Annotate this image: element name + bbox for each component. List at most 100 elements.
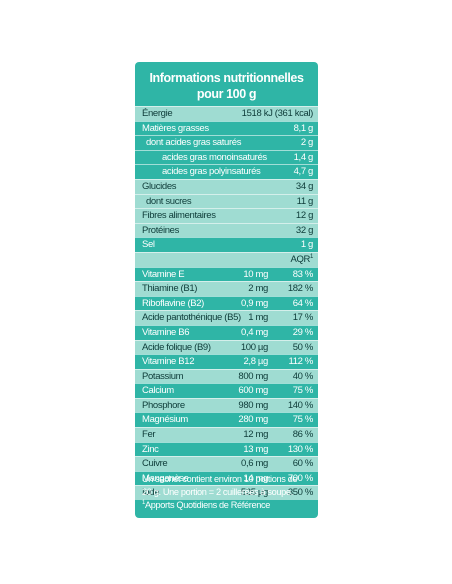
- nutrient-aqr-percent: 17 %: [292, 312, 314, 324]
- nutrient-label: Acide pantothénique (B5): [142, 312, 241, 324]
- nutrient-aqr-percent: 700 %: [287, 472, 314, 484]
- nutrient-aqr-percent: 83 %: [292, 268, 314, 280]
- nutrient-quantity: 2,8 µg: [243, 356, 268, 368]
- nutrient-value: 12 g: [295, 210, 313, 222]
- nutrient-label: dont sucres: [146, 195, 192, 207]
- footnote-marker: 1: [142, 500, 145, 506]
- micro-row: Fer 12 mg 86 %: [135, 427, 318, 442]
- micro-row: Thiamine (B1) 2 mg 182 %: [135, 281, 318, 296]
- nutrient-value: 1518 kJ (361 kcal): [241, 108, 314, 119]
- nutrient-quantity: 600 mg: [238, 385, 268, 397]
- nutrient-label: Glucides: [142, 180, 177, 192]
- nutrition-title: Informations nutritionnelles pour 100 g: [135, 70, 318, 102]
- micro-row: Acide folique (B9) 100 µg 50 %: [135, 339, 318, 355]
- aqr-footnote-marker: 1: [310, 253, 313, 260]
- micro-row: Iode 525 µg 350 %: [135, 485, 318, 501]
- nutrient-label: Magnésium: [142, 414, 188, 426]
- nutrient-label: Énergie: [142, 108, 173, 119]
- nutrient-quantity: 1 mg: [248, 312, 268, 324]
- footer-footnote: 1Apports Quotidiens de Référence: [142, 499, 318, 512]
- micro-row: Zinc 13 mg 130 %: [135, 441, 318, 457]
- footer-line-2: 20 g. Une portion = 2 cuillerées à soupe…: [142, 487, 293, 497]
- nutrient-quantity: 980 mg: [238, 399, 268, 411]
- nutrition-footer: Un sachet contient environ 10 portions d…: [142, 473, 318, 512]
- nutrient-label: Thiamine (B1): [142, 283, 198, 295]
- nutrient-label: Calcium: [142, 385, 174, 397]
- nutrient-aqr-percent: 350 %: [287, 487, 314, 499]
- title-line-1: Informations nutritionnelles: [149, 71, 304, 85]
- macro-row: Sel 1 g: [135, 237, 318, 252]
- nutrient-label: acides gras monoinsaturés: [162, 151, 267, 163]
- nutrient-aqr-percent: 140 %: [287, 399, 314, 411]
- nutrient-aqr-percent: 40 %: [292, 370, 314, 382]
- nutrient-label: Zinc: [142, 443, 159, 455]
- nutrient-value: 1 g: [300, 239, 314, 251]
- nutrition-table: Énergie 1518 kJ (361 kcal) Matières grasse…: [135, 106, 318, 501]
- macro-row: Énergie 1518 kJ (361 kcal): [135, 106, 318, 121]
- nutrition-label: Informations nutritionnelles pour 100 g …: [135, 62, 318, 518]
- aqr-header-row: AQR1: [135, 251, 318, 267]
- micro-row: Acide pantothénique (B5) 1 mg 17 %: [135, 310, 318, 325]
- nutrient-value: 1,4 g: [293, 151, 314, 163]
- micro-row: Riboflavine (B2) 0,9 mg 64 %: [135, 295, 318, 311]
- micro-row: Vitamine B6 0,4 mg 29 %: [135, 324, 318, 340]
- nutrient-quantity: 100 µg: [240, 341, 269, 353]
- macro-row: Fibres alimentaires 12 g: [135, 208, 318, 223]
- nutrient-label: Riboflavine (B2): [142, 297, 204, 309]
- nutrient-quantity: 10 mg: [243, 268, 268, 280]
- macro-row: acides gras polyinsaturés 4,7 g: [135, 164, 318, 179]
- nutrient-aqr-percent: 182 %: [287, 283, 314, 295]
- nutrient-quantity: 2 mg: [248, 283, 268, 295]
- nutrient-label: Matières grasses: [142, 122, 209, 134]
- micro-row: Manganèse 14 mg 700 %: [135, 470, 318, 486]
- nutrient-label: Vitamine B6: [142, 326, 190, 338]
- macro-row: dont acides gras saturés 2 g: [135, 135, 318, 150]
- nutrient-label: Fer: [142, 429, 156, 441]
- nutrient-quantity: 0,9 mg: [241, 297, 268, 309]
- micro-row: Calcium 600 mg 75 %: [135, 383, 318, 398]
- nutrient-label: Phosphore: [142, 399, 185, 411]
- nutrient-quantity: 14 mg: [243, 472, 268, 484]
- nutrient-quantity: 0,4 mg: [241, 326, 268, 338]
- nutrient-aqr-percent: 60 %: [292, 458, 314, 470]
- nutrient-aqr-percent: 130 %: [287, 443, 314, 455]
- macro-row: dont sucres 11 g: [135, 193, 318, 209]
- nutrient-quantity: 13 mg: [243, 443, 268, 455]
- nutrient-label: Cuivre: [142, 458, 168, 470]
- nutrient-label: Vitamine E: [142, 268, 185, 280]
- macro-row: acides gras monoinsaturés 1,4 g: [135, 149, 318, 165]
- nutrient-value: 4,7 g: [293, 166, 314, 178]
- micro-row: Vitamine B12 2,8 µg 112 %: [135, 354, 318, 369]
- nutrient-value: 2 g: [300, 137, 314, 149]
- nutrient-label: Protéines: [142, 224, 179, 236]
- micro-row: Cuivre 0,6 mg 60 %: [135, 456, 318, 471]
- micro-row: Vitamine E 10 mg 83 %: [135, 266, 318, 282]
- nutrient-value: 8,1 g: [293, 122, 314, 134]
- nutrient-label: dont acides gras saturés: [146, 137, 242, 149]
- macro-row: Protéines 32 g: [135, 222, 318, 238]
- aqr-header-text: AQR: [290, 253, 310, 265]
- nutrient-value: 34 g: [295, 180, 313, 192]
- nutrient-aqr-percent: 86 %: [292, 429, 314, 441]
- nutrient-aqr-percent: 75 %: [292, 414, 314, 426]
- nutrient-label: Potassium: [142, 370, 184, 382]
- macro-row: Glucides 34 g: [135, 178, 318, 194]
- nutrient-aqr-percent: 112 %: [288, 356, 314, 368]
- nutrient-quantity: 12 mg: [243, 429, 268, 441]
- nutrient-label: Manganèse: [142, 472, 189, 484]
- nutrient-label: Acide folique (B9): [142, 341, 211, 353]
- micro-row: Magnésium 280 mg 75 %: [135, 412, 318, 428]
- nutrient-label: Fibres alimentaires: [142, 210, 216, 222]
- footnote-text: Apports Quotidiens de Référence: [145, 500, 271, 510]
- aqr-header: AQR1: [290, 253, 313, 267]
- nutrient-quantity: 800 mg: [238, 370, 268, 382]
- nutrient-quantity: 280 mg: [238, 414, 268, 426]
- nutrient-label: Vitamine B12: [142, 356, 195, 368]
- macro-row: Matières grasses 8,1 g: [135, 120, 318, 136]
- nutrient-quantity: 0,6 mg: [241, 458, 268, 470]
- nutrient-value: 11 g: [296, 195, 314, 207]
- title-line-2: pour 100 g: [196, 87, 257, 101]
- footer-line-1: Un sachet contient environ 10 portions d…: [142, 474, 298, 484]
- nutrient-value: 32 g: [295, 224, 313, 236]
- nutrient-aqr-percent: 29 %: [292, 326, 314, 338]
